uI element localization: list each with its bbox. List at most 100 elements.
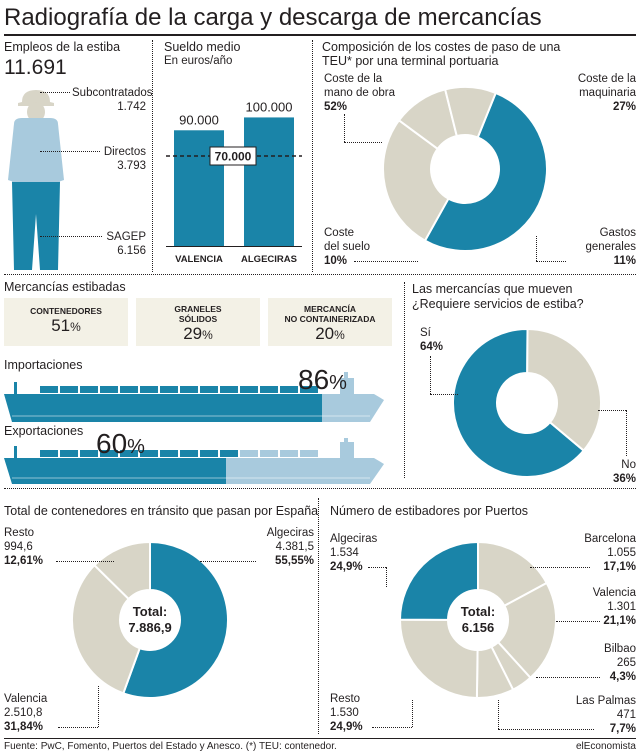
donut-slice [496,581,557,680]
box-unit: % [202,328,213,342]
donut-slice [443,86,498,139]
estib-barcelona-pct: 17,1% [603,561,636,573]
helmet-icon [18,90,54,106]
container-block [200,386,218,393]
footer-brand: elEconomista [575,741,636,752]
container-block [260,386,278,393]
estib-bilbao-pct: 4,3% [609,671,636,683]
importaciones-value: 86 [298,364,330,395]
sueldo-bar-chart: 90.000 VALENCIA 100.000 ALGECIRAS 70.000 [166,99,302,265]
reference-label-box [209,146,257,166]
box-value: 51 [51,316,71,335]
transito-donut [71,540,229,699]
costes-label-suelo-line2: del suelo [324,241,371,253]
container-block [140,386,158,393]
costes-label-suelo-line1: Coste [324,227,355,239]
container-block [100,450,118,457]
container-block [200,450,218,457]
container-block [60,450,78,457]
empleos-heading: Empleos de la estiba [4,40,121,54]
importaciones-value-wrap: 86% [298,364,347,396]
estibadores-total-label: Total: [460,604,496,619]
estibadores-total-value: 6.156 [461,620,495,635]
box-label: CONTENEDORES [30,306,102,316]
importaciones-label: Importaciones [4,358,83,372]
title-rule [4,34,636,36]
ship-hull-filled [4,458,226,484]
container-block [100,386,118,393]
container-block [160,386,178,393]
container-block [240,386,258,393]
ship-bridge [340,442,354,458]
mercancia-box-graneles: GRANELES SÓLIDOS 29% [136,298,260,346]
ship-hull-rest [226,458,384,484]
mueven-question: ¿Requiere servicios de estiba? [412,297,584,311]
bar-category-label: VALENCIA [175,254,223,265]
empleos-directos-value: 3.793 [117,160,146,172]
separator [404,282,405,478]
costes-label-generales-line2: generales [585,241,636,253]
bar-value-label: 90.000 [179,112,219,127]
empleos-sagep-value: 6.156 [117,245,146,257]
container-block [220,386,238,393]
box-value: 20 [315,324,335,343]
container-block [280,450,298,457]
head-shape [27,102,45,122]
transito-algeciras-pct: 55,55% [274,555,314,567]
costes-label-maquinaria-line1: Coste de la [577,73,636,85]
box-unit: % [70,320,81,334]
estib-laspalmas-name: Las Palmas [575,695,636,707]
separator [152,40,153,272]
mercancia-box-no-containerizada: MERCANCÍA NO CONTAINERIZADA 20% [268,298,392,346]
estib-resto-value: 1.530 [330,707,359,719]
estib-laspalmas-value: 471 [616,709,636,721]
footer-rule [4,738,636,739]
container-block [120,450,138,457]
container-block [60,386,78,393]
costes-label-suelo-pct: 10% [324,255,348,267]
container-block [180,386,198,393]
composicion-donut [382,86,548,252]
costes-label-maquinaria-line2: maquinaria [579,87,636,99]
separator [4,274,636,275]
donut-slice [382,118,450,242]
costes-label-mano-line2: mano de obra [324,87,395,99]
mueven-no-pct: 36% [612,473,636,485]
container-block [280,386,298,393]
transito-total-value: 7.886,9 [128,620,172,635]
worker-silhouette [8,90,64,270]
box-label: NO CONTAINERIZADA [284,314,376,324]
costes-label-maquinaria-pct: 27% [612,101,636,113]
ship-hull-filled [4,394,323,422]
donut-slice [452,328,586,478]
exportaciones-unit: % [127,436,145,458]
container-block [40,450,58,457]
donut-slice [526,328,602,452]
donut-slice [423,91,548,252]
container-block [80,386,98,393]
estib-barcelona-name: Barcelona [584,533,636,545]
separator [4,488,636,489]
box-label: SÓLIDOS [178,314,218,324]
estib-bilbao-name: Bilbao [604,643,636,655]
estib-valencia-name: Valencia [592,587,636,599]
transito-algeciras-name: Algeciras [266,527,314,539]
ship-bow-mast [14,446,17,458]
empleos-total: 11.691 [4,56,67,79]
importaciones-ship [4,372,384,422]
transito-algeciras-value: 4.381,5 [275,541,314,553]
mueven-donut [452,328,602,478]
transito-total-label: Total: [132,604,168,619]
exportaciones-ship [4,438,384,484]
mueven-no-label: No [621,459,636,471]
exportaciones-label: Exportaciones [4,424,84,438]
transito-valencia-pct: 31,84% [4,721,44,733]
bar-algeciras [244,117,294,246]
torso-shape [12,118,60,182]
container-block [260,450,278,457]
sueldo-subheading: En euros/año [164,55,233,67]
estibadores-heading: Número de estibadores por Puertos [330,504,529,518]
empleos-subcontratados-label: Subcontratados [72,87,153,99]
estib-algeciras-pct: 24,9% [330,561,363,573]
transito-valencia-value: 2.510,8 [4,707,43,719]
